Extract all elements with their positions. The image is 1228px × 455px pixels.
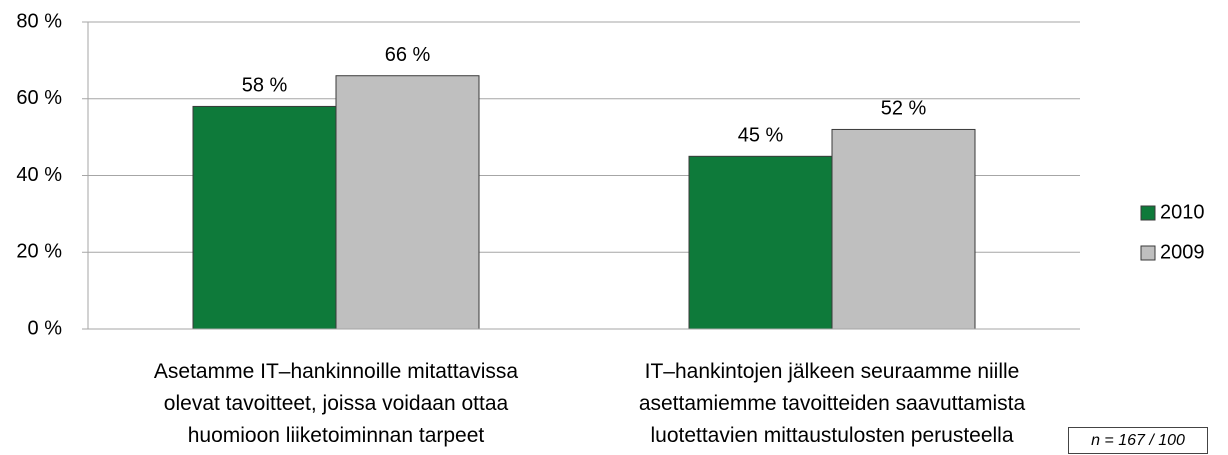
legend-label: 2010 [1160, 201, 1205, 223]
legend-swatch [1140, 245, 1156, 261]
bar [335, 75, 480, 330]
x-tick-label: IT–hankintojen jälkeen seuraamme niille … [638, 360, 1026, 447]
bar [831, 128, 976, 330]
legend-label: 2009 [1160, 241, 1205, 263]
value-label: 66 % [385, 44, 431, 66]
value-label: 52 % [881, 98, 927, 120]
y-tick-label: 60 % [16, 87, 62, 109]
legend-swatch [1140, 205, 1156, 221]
sample-note: n = 167 / 100 [1068, 427, 1208, 454]
x-tick-label: Asetamme IT–hankinnoille mitattavissa ol… [153, 360, 519, 447]
value-label: 45 % [738, 125, 784, 147]
y-tick-label: 20 % [16, 241, 62, 263]
y-tick-label: 0 % [28, 317, 63, 339]
bar [192, 105, 337, 330]
y-tick-label: 40 % [16, 164, 62, 186]
value-label: 58 % [242, 75, 288, 97]
y-tick-label: 80 % [16, 10, 62, 32]
bar [688, 155, 833, 330]
